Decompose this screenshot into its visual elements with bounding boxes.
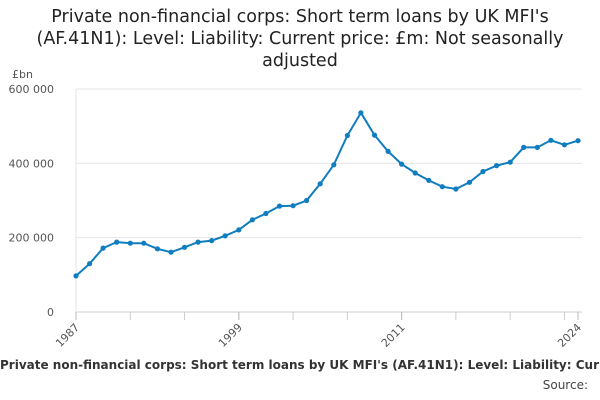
- data-point: [141, 240, 147, 246]
- data-point: [290, 203, 296, 209]
- data-point: [466, 179, 473, 185]
- data-point: [521, 144, 527, 150]
- data-point: [249, 217, 255, 223]
- x-tick-label: 1987: [53, 321, 82, 350]
- data-point: [358, 110, 364, 116]
- data-point: [480, 168, 486, 175]
- data-point: [385, 148, 391, 154]
- data-point: [304, 197, 310, 204]
- data-point: [575, 138, 581, 144]
- data-point: [209, 238, 215, 244]
- x-tick-label: 2024: [555, 321, 584, 350]
- data-points: [73, 110, 581, 279]
- gridlines: [75, 88, 582, 313]
- data-point: [494, 163, 500, 169]
- data-point: [127, 240, 133, 246]
- data-point: [331, 162, 337, 168]
- data-point: [412, 170, 418, 176]
- y-tick-label: 0: [47, 306, 54, 319]
- data-point: [426, 177, 432, 183]
- data-point: [168, 249, 174, 255]
- data-point: [439, 184, 445, 190]
- data-point: [561, 142, 568, 148]
- y-axis-ticks: 0 200 000 400 000 600 000: [9, 83, 55, 319]
- x-tick-label: 1999: [216, 321, 245, 350]
- data-point: [236, 227, 242, 233]
- data-point: [534, 144, 540, 150]
- series-line: [75, 110, 579, 277]
- data-point: [195, 239, 201, 245]
- y-tick-label: 200 000: [9, 232, 55, 245]
- data-point: [453, 186, 459, 192]
- x-tick-label: 2011: [379, 321, 408, 350]
- data-point: [222, 233, 228, 239]
- y-tick-label: 600 000: [9, 83, 55, 96]
- data-point: [548, 137, 554, 143]
- source-label: Source:: [542, 378, 588, 392]
- data-point: [276, 203, 283, 209]
- data-point: [344, 132, 350, 139]
- data-point: [181, 244, 188, 250]
- data-point: [154, 246, 160, 252]
- chart-title: Private non-financial corps: Short term …: [36, 7, 564, 71]
- data-point: [114, 239, 120, 245]
- data-point: [371, 132, 378, 138]
- x-axis-ticks: 1987 1999 2011 2024: [53, 312, 584, 350]
- data-point: [87, 261, 93, 267]
- data-point: [507, 159, 513, 165]
- footer-title: Private non-financial corps: Short term …: [0, 358, 600, 372]
- y-tick-label: 400 000: [9, 157, 55, 170]
- data-point: [73, 273, 79, 279]
- data-point: [263, 210, 269, 217]
- data-point: [317, 181, 323, 187]
- y-axis-unit-label: £bn: [12, 68, 33, 81]
- data-point: [399, 161, 405, 167]
- data-point: [100, 245, 106, 251]
